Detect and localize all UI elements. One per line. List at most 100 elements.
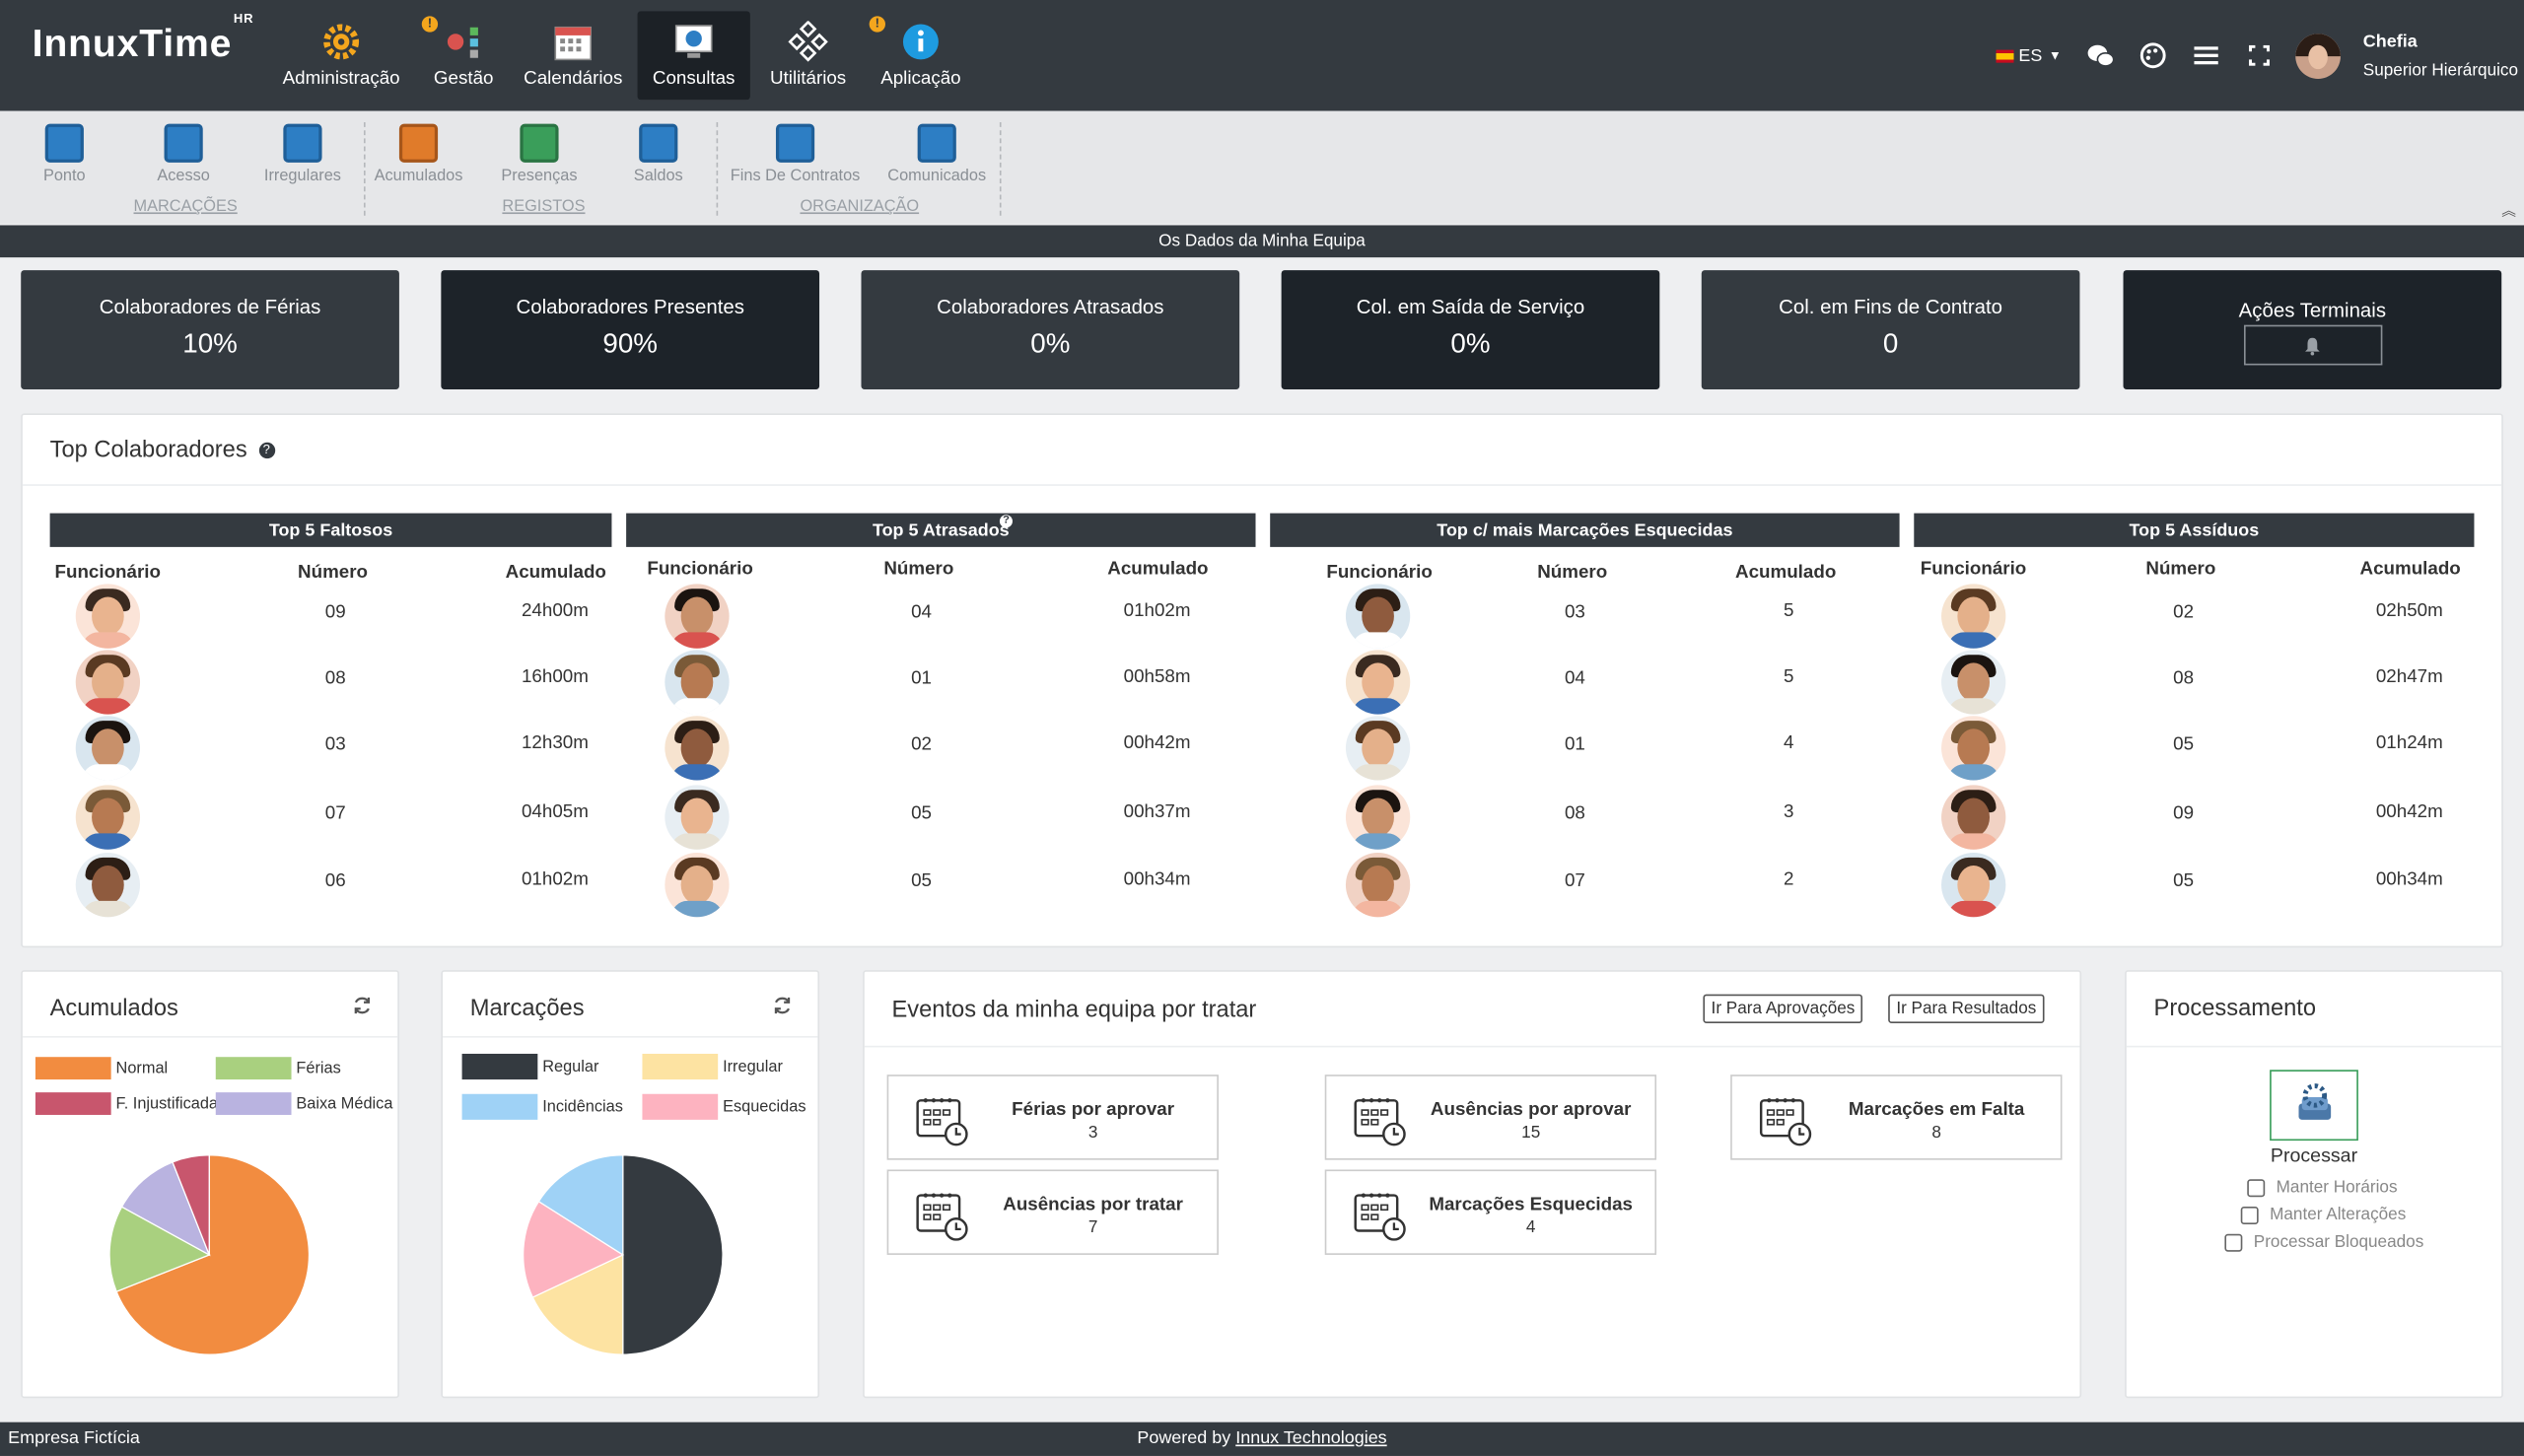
legend-item[interactable]: Baixa Médica: [215, 1092, 392, 1115]
ferias-por-aprovar-card[interactable]: Férias por aprovar 3: [886, 1075, 1219, 1160]
column-header[interactable]: Funcionário: [647, 559, 753, 580]
help-icon[interactable]: ?: [999, 515, 1013, 528]
employee-avatar[interactable]: [75, 650, 141, 715]
toolbar-fins-contratos[interactable]: Fins De Contratos: [723, 123, 868, 185]
column-header[interactable]: Acumulado: [1735, 563, 1837, 583]
kpi-atrasados[interactable]: Colaboradores Atrasados 0%: [861, 270, 1240, 389]
column-header[interactable]: Número: [298, 563, 368, 583]
toolbar-irregulares[interactable]: Irregulares: [254, 123, 351, 185]
legend-item[interactable]: Irregular: [642, 1053, 783, 1080]
legend-item[interactable]: Férias: [215, 1057, 341, 1080]
column-header[interactable]: Número: [883, 559, 954, 580]
app-logo[interactable]: InnuxTimeHR: [32, 11, 254, 66]
marcacoes-em-falta-card[interactable]: Marcações em Falta 8: [1730, 1075, 2063, 1160]
toolbar-presencas[interactable]: Presenças: [491, 123, 588, 185]
employee-avatar[interactable]: [1941, 650, 2006, 715]
column-header[interactable]: Acumulado: [505, 563, 606, 583]
ausencias-por-aprovar-card[interactable]: Ausências por aprovar 15: [1324, 1075, 1657, 1160]
fullscreen-icon[interactable]: [2249, 0, 2270, 111]
kpi-ferias[interactable]: Colaboradores de Férias 10%: [21, 270, 399, 389]
help-icon[interactable]: ?: [258, 443, 275, 459]
menu-icon[interactable]: [2194, 0, 2218, 111]
employee-number: 06: [324, 871, 346, 892]
kpi-saida-servico[interactable]: Col. em Saída de Serviço 0%: [1281, 270, 1660, 389]
chat-icon[interactable]: [2086, 0, 2115, 111]
innux-link[interactable]: Innux Technologies: [1235, 1428, 1387, 1448]
employee-avatar[interactable]: [75, 785, 141, 850]
marcacoes-esquecidas-card[interactable]: Marcações Esquecidas 4: [1324, 1169, 1657, 1255]
employee-avatar[interactable]: [1941, 852, 2006, 918]
keep-schedules-checkbox[interactable]: Manter Horários: [2247, 1178, 2398, 1197]
column-header[interactable]: Acumulado: [1107, 559, 1209, 580]
go-results-button[interactable]: Ir Para Resultados: [1888, 994, 2045, 1023]
employee-avatar[interactable]: [75, 584, 141, 649]
keep-changes-checkbox[interactable]: Manter Alterações: [2240, 1205, 2406, 1224]
employee-number: 08: [324, 668, 346, 689]
pie-slice-baixa-m-dica[interactable]: [120, 1161, 211, 1257]
pie-slice-normal[interactable]: [115, 1154, 311, 1355]
process-blocked-checkbox[interactable]: Processar Bloqueados: [2224, 1232, 2423, 1252]
employee-avatar[interactable]: [1345, 785, 1411, 850]
legend-item[interactable]: F. Injustificada: [35, 1092, 218, 1115]
terminal-bell-button[interactable]: [2243, 324, 2382, 366]
nav-aplicacao[interactable]: Aplicação: [876, 11, 965, 100]
employee-avatar[interactable]: [1941, 584, 2006, 649]
nav-administracao[interactable]: Administração: [277, 11, 406, 100]
column-header[interactable]: Número: [2145, 559, 2216, 580]
refresh-icon[interactable]: [773, 996, 793, 1015]
ausencias-por-tratar-card[interactable]: Ausências por tratar 7: [886, 1169, 1219, 1255]
kpi-presentes[interactable]: Colaboradores Presentes 90%: [441, 270, 820, 389]
employee-avatar[interactable]: [1345, 716, 1411, 781]
employee-accumulated: 00h42m: [2375, 802, 2443, 822]
pie-slice-esquecidas[interactable]: [523, 1200, 625, 1298]
employee-avatar[interactable]: [1345, 584, 1411, 649]
employee-avatar[interactable]: [1941, 785, 2006, 850]
go-approvals-button[interactable]: Ir Para Aprovações: [1703, 994, 1863, 1023]
language-selector[interactable]: ES ▼: [1996, 0, 2062, 111]
employee-avatar[interactable]: [665, 785, 730, 850]
toolbar-comunicados[interactable]: Comunicados: [878, 123, 995, 185]
legend-item[interactable]: Normal: [35, 1057, 168, 1080]
toolbar-saldos[interactable]: Saldos: [610, 123, 707, 185]
toolbar-acesso[interactable]: Acesso: [135, 123, 232, 185]
nav-utilitarios[interactable]: Utilitários: [763, 11, 853, 100]
event-count: 3: [1087, 1123, 1098, 1143]
pie-slice-f-injustificada[interactable]: [172, 1154, 210, 1256]
kpi-acoes-terminais[interactable]: Ações Terminais: [2123, 270, 2502, 389]
employee-avatar[interactable]: [75, 852, 141, 918]
column-header[interactable]: Funcionário: [1326, 563, 1433, 583]
column-header[interactable]: Número: [1537, 563, 1608, 583]
column-header[interactable]: Acumulado: [2359, 559, 2461, 580]
refresh-icon[interactable]: [353, 996, 373, 1015]
employee-avatar[interactable]: [1345, 852, 1411, 918]
employee-avatar[interactable]: [665, 716, 730, 781]
process-button[interactable]: [2270, 1070, 2358, 1142]
legend-item[interactable]: Esquecidas: [642, 1093, 806, 1120]
column-header[interactable]: Funcionário: [1920, 559, 2027, 580]
toolbar-ponto[interactable]: Ponto: [16, 123, 112, 185]
employee-avatar[interactable]: [665, 852, 730, 918]
employee-number: 08: [1564, 804, 1585, 824]
toolbar-divider: [999, 122, 1002, 216]
employee-avatar[interactable]: [75, 716, 141, 781]
pie-slice-irregular[interactable]: [531, 1253, 624, 1355]
employee-avatar[interactable]: [665, 584, 730, 649]
pie-slice-f-rias[interactable]: [108, 1206, 211, 1293]
column-header[interactable]: Funcionário: [54, 563, 161, 583]
user-name[interactable]: Chefia: [2362, 32, 2418, 52]
nav-gestao[interactable]: Gestão: [425, 11, 502, 100]
nav-consultas[interactable]: Consultas: [637, 11, 750, 101]
toolbar-acumulados[interactable]: Acumulados: [371, 123, 467, 185]
kpi-fins-contrato[interactable]: Col. em Fins de Contrato 0: [1701, 270, 2080, 389]
pie-slice-regular[interactable]: [622, 1154, 724, 1355]
employee-avatar[interactable]: [665, 650, 730, 715]
employee-avatar[interactable]: [1941, 716, 2006, 781]
collapse-icon[interactable]: ︽: [2501, 202, 2516, 219]
pie-slice-incid-ncias[interactable]: [537, 1154, 624, 1257]
employee-avatar[interactable]: [1345, 650, 1411, 715]
legend-item[interactable]: Regular: [461, 1053, 598, 1080]
palette-icon[interactable]: [2139, 0, 2167, 111]
legend-item[interactable]: Incidências: [461, 1093, 623, 1120]
user-avatar[interactable]: [2295, 0, 2341, 111]
nav-calendarios[interactable]: Calendários: [519, 11, 628, 100]
